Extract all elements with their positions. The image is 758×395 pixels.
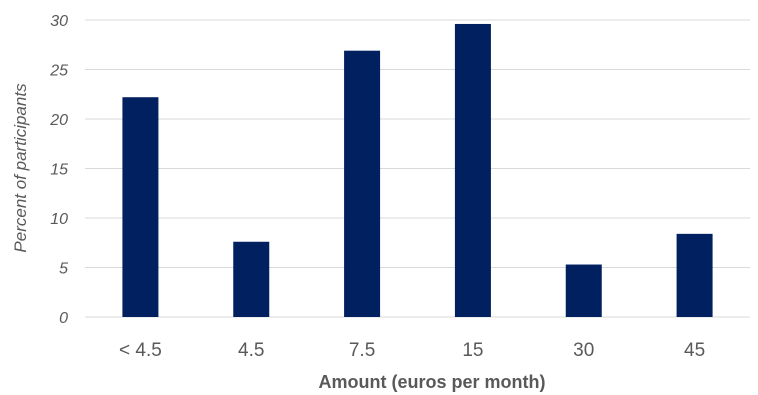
bar (344, 50, 381, 317)
y-tick-label: 20 (49, 112, 68, 129)
bar (122, 97, 159, 317)
bar (676, 233, 713, 317)
y-tick-label: 25 (49, 63, 68, 80)
y-axis-label: Percent of participants (11, 83, 30, 253)
x-tick-label: 7.5 (349, 340, 375, 361)
bars (122, 23, 713, 318)
bar (565, 264, 602, 317)
y-tick-label: 15 (50, 162, 68, 179)
x-tick-label: 4.5 (238, 340, 264, 361)
gridlines (85, 19, 750, 318)
y-tick-label: 0 (59, 310, 68, 327)
bar (454, 23, 491, 318)
y-axis-ticks: 0 5 10 15 20 25 30 (49, 13, 68, 327)
x-axis-label: Amount (euros per month) (319, 372, 546, 392)
x-tick-label: < 4.5 (119, 340, 162, 361)
y-tick-label: 5 (59, 261, 68, 278)
x-tick-label: 45 (684, 340, 705, 361)
bar (233, 241, 270, 317)
x-axis-ticks: < 4.5 4.5 7.5 15 30 45 (119, 340, 705, 361)
x-tick-label: 30 (573, 340, 594, 361)
x-tick-label: 15 (462, 340, 483, 361)
y-tick-label: 10 (50, 211, 68, 228)
y-tick-label: 30 (50, 13, 68, 30)
